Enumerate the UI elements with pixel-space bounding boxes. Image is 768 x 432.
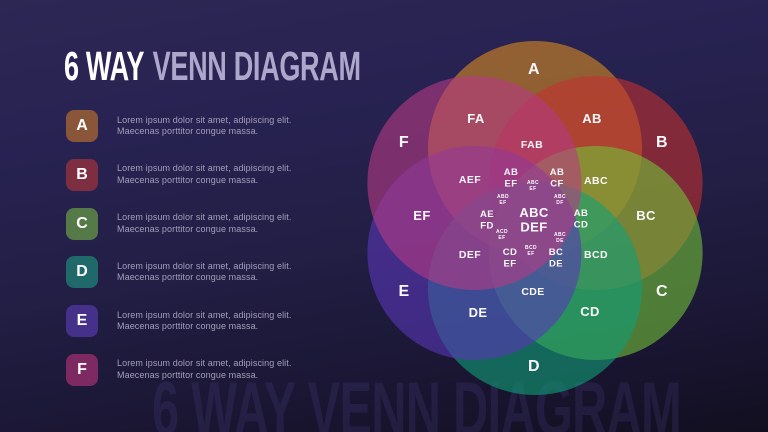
legend-letter-a: A [76,117,88,134]
page-title: 6 WAY VENN DIAGRAM [64,46,361,87]
venn-region-label-e: E [398,283,409,300]
legend-description-c: Lorem ipsum dolor sit amet, adipiscing e… [117,212,292,234]
venn-region-label-cd: CD [580,304,600,319]
legend-swatch-c: C [66,207,98,240]
legend-letter-e: E [76,312,88,330]
venn-region-label-cdef: CD EF [503,247,518,270]
venn-region-label-abcd: AB CD [574,208,589,231]
legend-description-a: Lorem ipsum dolor sit amet, adipiscing e… [117,114,292,137]
venn-region-label-b: B [656,134,668,151]
venn-circle-f [367,76,582,290]
venn-region-label-abcde: ABC DE [554,232,566,244]
venn-region-label-bcd: BCD [584,249,608,261]
legend-swatch-b: B [66,158,98,191]
venn-region-label-de: DE [469,305,488,320]
legend-item-f: F Lorem ipsum dolor sit amet, adipiscing… [66,353,292,386]
venn-region-label-bcde: BC DE [549,247,564,270]
venn-region-label-abcdf: ABC DF [554,194,566,206]
legend-description-f: Lorem ipsum dolor sit amet, adipiscing e… [117,358,292,380]
venn-region-label-abcf: AB CF [550,167,565,190]
legend: A Lorem ipsum dolor sit amet, adipiscing… [66,110,291,386]
venn-region-label-def: DEF [459,249,481,261]
venn-region-label-acdef: ACD EF [496,229,508,241]
venn-region-label-fa: FA [467,111,485,126]
legend-swatch-f: F [66,353,98,386]
venn-region-label-a: A [528,61,540,78]
legend-item-d: D Lorem ipsum dolor sit amet, adipiscing… [66,256,292,289]
venn-region-label-aefd: AE FD [480,209,494,232]
venn-region-label-f: F [399,134,409,151]
legend-item-a: A Lorem ipsum dolor sit amet, adipiscing… [66,110,291,142]
title-bold: 6 WAY [64,43,145,89]
title-light: VENN DIAGRAM [152,43,361,89]
venn-region-label-abcdef: ABC DEF [519,205,549,235]
venn-region-label-aef: AEF [459,174,481,186]
legend-item-e: E Lorem ipsum dolor sit amet, adipiscing… [66,305,292,338]
venn-region-label-ab: AB [582,111,602,126]
legend-swatch-e: E [66,305,98,338]
venn-region-label-bcdef: BCD EF [525,245,537,257]
venn-region-label-fab: FAB [521,139,543,151]
venn-region-label-d: D [528,358,540,375]
legend-description-e: Lorem ipsum dolor sit amet, adipiscing e… [117,309,292,332]
venn-region-label-abdef: ABD EF [497,194,509,206]
legend-item-c: C Lorem ipsum dolor sit amet, adipiscing… [66,207,292,240]
watermark-text: 6 WAY VENN DIAGRAM [152,367,682,432]
venn-region-label-cde: CDE [521,286,544,298]
venn-region-label-c: C [656,283,668,300]
legend-letter-f: F [77,360,87,378]
legend-letter-b: B [76,165,88,183]
legend-description-b: Lorem ipsum dolor sit amet, adipiscing e… [117,163,292,185]
venn-region-label-abc: ABC [584,175,608,187]
legend-description-d: Lorem ipsum dolor sit amet, adipiscing e… [117,260,292,283]
legend-swatch-a: A [66,110,98,142]
legend-letter-d: D [76,263,88,281]
venn-region-label-ef: EF [413,208,430,223]
legend-swatch-d: D [66,256,98,289]
legend-item-b: B Lorem ipsum dolor sit amet, adipiscing… [66,158,292,191]
venn-region-label-abcef: ABC EF [527,180,539,192]
legend-letter-c: C [76,214,88,232]
venn-region-label-abef: AB EF [504,167,519,190]
venn-region-label-bc: BC [636,208,656,223]
